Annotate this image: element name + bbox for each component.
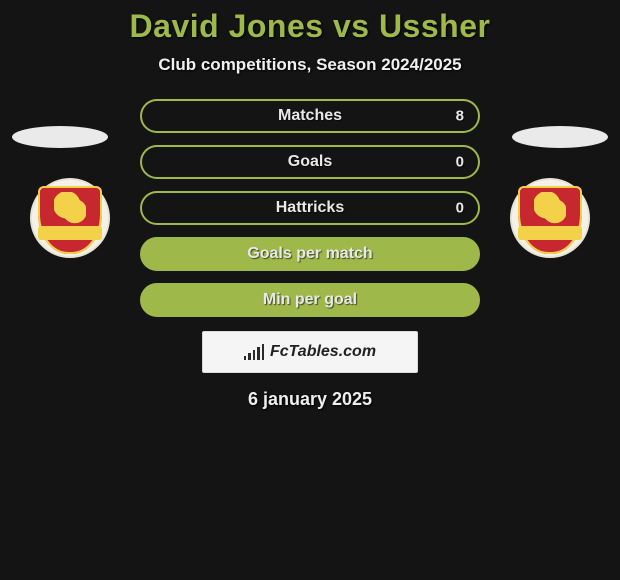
stat-row: Min per goal bbox=[140, 283, 480, 317]
stat-row: Goals 0 bbox=[140, 145, 480, 179]
stat-value: 0 bbox=[456, 200, 464, 217]
stat-label: Goals per match bbox=[247, 245, 372, 263]
stat-label: Goals bbox=[288, 153, 332, 171]
stat-label: Min per goal bbox=[263, 291, 357, 309]
date-text: 6 january 2025 bbox=[248, 389, 372, 410]
stats-list: Matches 8 Goals 0 Hattricks 0 Goals per match M… bbox=[0, 99, 620, 317]
bars-icon bbox=[244, 344, 264, 360]
infographic-container: David Jones vs Ussher Club competitions,… bbox=[0, 0, 620, 410]
watermark: FcTables.com bbox=[202, 331, 418, 373]
watermark-text: FcTables.com bbox=[270, 343, 376, 361]
stat-row: Goals per match bbox=[140, 237, 480, 271]
stat-label: Hattricks bbox=[276, 199, 344, 217]
stat-row: Matches 8 bbox=[140, 99, 480, 133]
stat-value: 8 bbox=[456, 108, 464, 125]
stat-label: Matches bbox=[278, 107, 342, 125]
page-subtitle: Club competitions, Season 2024/2025 bbox=[158, 55, 461, 75]
stat-value: 0 bbox=[456, 154, 464, 171]
page-title: David Jones vs Ussher bbox=[130, 8, 491, 45]
stat-row: Hattricks 0 bbox=[140, 191, 480, 225]
